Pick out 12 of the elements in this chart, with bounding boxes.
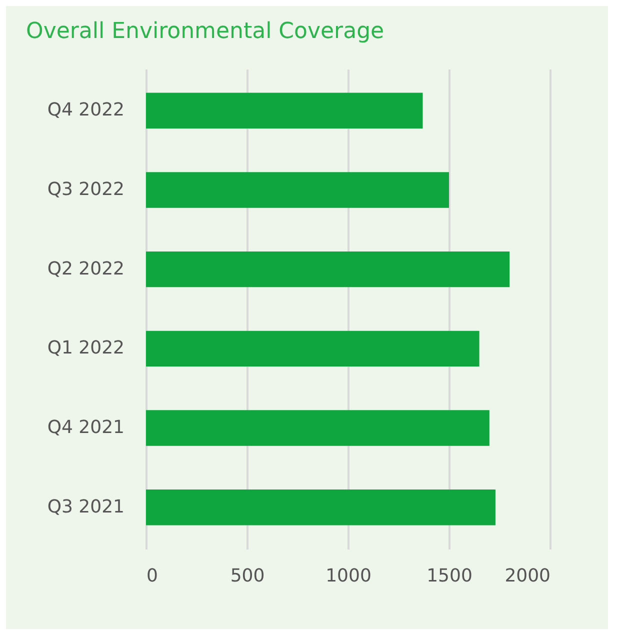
y-tick-label: Q4 2022 <box>47 100 124 121</box>
y-tick-label: Q1 2022 <box>47 338 124 359</box>
chart-title: Overall Environmental Coverage <box>26 19 384 44</box>
x-tick-label: 2000 <box>504 566 550 586</box>
x-tick-label: 1500 <box>426 566 472 586</box>
y-tick-label: Q4 2021 <box>47 417 124 438</box>
y-tick-label: Q3 2021 <box>47 496 124 518</box>
x-tick-label: 0 <box>146 566 158 586</box>
x-tick-label: 1000 <box>326 566 372 586</box>
y-tick-label: Q2 2022 <box>47 258 124 280</box>
x-tick-label: 500 <box>230 566 265 586</box>
y-tick-label: Q3 2022 <box>47 178 124 200</box>
